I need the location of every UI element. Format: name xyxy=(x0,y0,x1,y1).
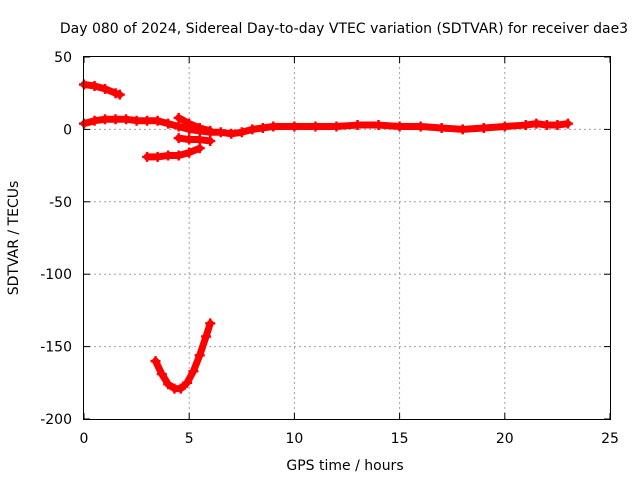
data-point xyxy=(531,118,542,129)
y-tick-label: -50 xyxy=(49,195,72,211)
x-tick-label: 5 xyxy=(185,431,194,447)
data-point xyxy=(373,120,384,131)
data-point xyxy=(173,121,184,132)
x-tick-label: 25 xyxy=(601,431,619,447)
series-track xyxy=(175,114,214,135)
data-point xyxy=(520,120,531,131)
y-tick-label: 0 xyxy=(63,122,72,138)
data-point xyxy=(215,127,226,138)
data-point xyxy=(205,318,216,329)
x-tick-label: 10 xyxy=(285,431,303,447)
data-point xyxy=(394,121,405,132)
data-point xyxy=(142,151,153,162)
data-point xyxy=(247,124,258,135)
data-point xyxy=(150,356,161,367)
data-point xyxy=(457,124,468,135)
data-point xyxy=(131,115,142,126)
data-point xyxy=(173,112,184,123)
series-track xyxy=(152,319,214,393)
data-point xyxy=(173,150,184,161)
data-point xyxy=(182,377,193,388)
data-point xyxy=(331,121,342,132)
data-point xyxy=(257,122,268,133)
data-point xyxy=(156,369,167,380)
data-point xyxy=(194,122,205,133)
x-tick-label: 0 xyxy=(80,431,89,447)
data-point xyxy=(205,125,216,136)
data-point xyxy=(268,121,279,132)
x-tick-label: 15 xyxy=(391,431,409,447)
x-tick-label: 20 xyxy=(496,431,514,447)
series-early-low xyxy=(142,143,205,162)
series-main-track xyxy=(79,114,573,139)
axis-ticks: 0 5 10 15 20 25 50 0 -50 -100 -150 -200 xyxy=(40,50,619,447)
data-point xyxy=(289,121,300,132)
data-point xyxy=(541,120,552,131)
data-point xyxy=(184,134,195,145)
chart-title: Day 080 of 2024, Sidereal Day-to-day VTE… xyxy=(60,21,628,37)
data-point xyxy=(188,366,199,377)
data-point xyxy=(194,350,205,361)
y-tick-label: -150 xyxy=(40,340,72,356)
data-point xyxy=(163,150,174,161)
data-point xyxy=(194,134,205,145)
plot-frame xyxy=(83,56,611,420)
data-point xyxy=(121,114,132,125)
series-track xyxy=(175,134,214,145)
series-mid-segment xyxy=(173,133,216,146)
data-point xyxy=(89,115,100,126)
data-point xyxy=(552,120,563,131)
y-tick-label: 50 xyxy=(54,50,72,66)
data-point xyxy=(562,118,573,129)
data-point xyxy=(194,143,205,154)
series-dip-arc xyxy=(150,318,216,394)
grid xyxy=(84,57,610,419)
data-point xyxy=(478,122,489,133)
data-point xyxy=(415,121,426,132)
data-point xyxy=(152,151,163,162)
data-point xyxy=(352,120,363,131)
series-descending-branch xyxy=(173,112,216,136)
data-point xyxy=(89,80,100,91)
data-point xyxy=(236,127,247,138)
series-early-high xyxy=(79,79,125,100)
data-point xyxy=(310,121,321,132)
data-point xyxy=(152,115,163,126)
data-point xyxy=(142,115,153,126)
data-point xyxy=(226,128,237,139)
data-point xyxy=(205,135,216,146)
data-point xyxy=(436,122,447,133)
x-axis-label: GPS time / hours xyxy=(286,458,403,474)
data-point xyxy=(100,114,111,125)
data-point xyxy=(184,118,195,129)
data-point xyxy=(175,383,186,394)
data-point xyxy=(201,331,212,342)
data-point xyxy=(163,118,174,129)
data-point xyxy=(499,121,510,132)
data-point xyxy=(100,83,111,94)
data-point xyxy=(163,379,174,390)
data-point xyxy=(110,114,121,125)
y-tick-label: -200 xyxy=(40,412,72,428)
data-point xyxy=(114,89,125,100)
y-axis-label: SDTVAR / TECUs xyxy=(6,181,22,296)
y-tick-label: -100 xyxy=(40,267,72,283)
data-point xyxy=(173,133,184,144)
data-series xyxy=(79,79,573,394)
data-point xyxy=(184,147,195,158)
